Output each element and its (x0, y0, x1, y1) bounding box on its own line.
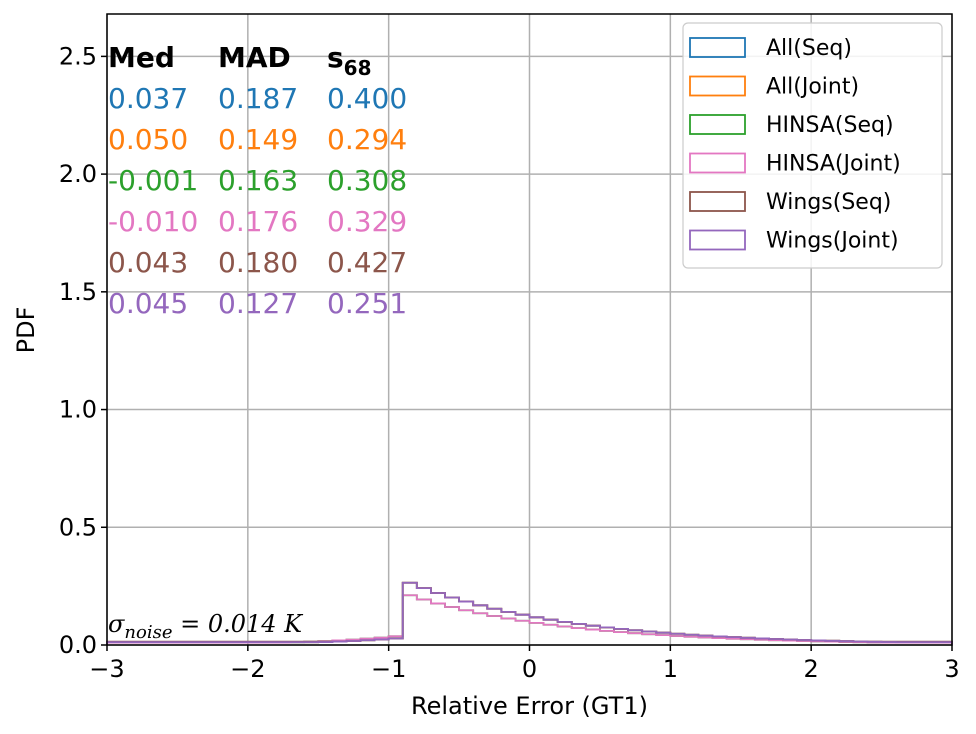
stats-cell-1-2: 0.294 (327, 123, 407, 156)
stats-header-1: MAD (218, 41, 291, 74)
stats-cell-5-2: 0.251 (327, 287, 407, 320)
y-tick-label-1: 0.5 (59, 513, 97, 541)
stats-header-subscript: 68 (344, 56, 372, 80)
stats-cell-0-2: 0.400 (327, 82, 407, 115)
legend-label-1: All(Joint) (766, 75, 859, 100)
y-tick-label-5: 2.5 (59, 42, 97, 70)
noise-subscript: noise (124, 622, 172, 643)
stats-cell-5-1: 0.127 (218, 287, 298, 320)
y-tick-label-2: 1.0 (59, 396, 97, 424)
stats-cell-3-1: 0.176 (218, 205, 298, 238)
histogram-series (106, 581, 953, 645)
noise-value: = 0.014 K (172, 610, 304, 638)
stats-cell-0-0: 0.037 (108, 82, 188, 115)
stats-cell-0-1: 0.187 (218, 82, 298, 115)
legend-label-0: All(Seq) (766, 36, 852, 61)
x-tick-label-5: 2 (804, 655, 819, 683)
x-tick-label-3: 0 (522, 655, 537, 683)
x-axis-label: Relative Error (GT1) (411, 692, 648, 720)
legend-swatch-1 (689, 75, 746, 97)
stats-cell-3-0: -0.010 (108, 205, 198, 238)
y-tick-label-4: 2.0 (59, 160, 97, 188)
stats-header-0: Med (108, 41, 175, 74)
y-axis-label: PDF (12, 307, 40, 354)
legend-swatch-0 (689, 37, 746, 58)
x-tick-label-0: −3 (89, 655, 124, 683)
legend-label-2: HINSA(Seq) (766, 113, 894, 138)
legend-swatch-3 (689, 152, 746, 174)
stats-cell-1-0: 0.050 (108, 123, 188, 156)
stats-cell-2-2: 0.308 (327, 164, 407, 197)
y-tick-label-3: 1.5 (59, 278, 97, 306)
stats-cell-4-1: 0.180 (218, 246, 298, 279)
axis-ticks: −3 −2 −1 0 1 2 3 0.0 0.5 1.0 1.5 2.0 2.5 (59, 42, 960, 683)
noise-label: σnoise = 0.014 K (108, 610, 304, 643)
x-tick-label-4: 1 (663, 655, 678, 683)
y-tick-label-0: 0.0 (59, 631, 97, 659)
stats-cell-1-1: 0.149 (218, 123, 298, 156)
legend-label-4: Wings(Seq) (766, 190, 891, 215)
stats-cell-3-2: 0.329 (327, 205, 407, 238)
stats-cell-5-0: 0.045 (108, 287, 188, 320)
legend-swatch-5 (689, 229, 746, 251)
legend-swatch-4 (689, 191, 746, 212)
stats-cell-4-0: 0.043 (108, 246, 188, 279)
x-tick-label-6: 3 (944, 655, 959, 683)
legend-label-5: Wings(Joint) (766, 229, 899, 254)
x-tick-label-1: −2 (230, 655, 265, 683)
stats-cell-2-1: 0.163 (218, 164, 298, 197)
legend-box (682, 22, 943, 269)
legend-swatch-2 (689, 114, 746, 135)
stats-cell-2-0: -0.001 (108, 164, 198, 197)
stats-cell-4-2: 0.427 (327, 246, 407, 279)
noise-annotation: σnoise = 0.014 K (108, 610, 304, 643)
legend: All(Seq) All(Joint) HINSA(Seq) HINSA(Joint)… (682, 22, 943, 269)
legend-label-3: HINSA(Joint) (766, 152, 901, 177)
x-tick-label-2: −1 (371, 655, 406, 683)
histogram-wings-joint (106, 581, 953, 645)
